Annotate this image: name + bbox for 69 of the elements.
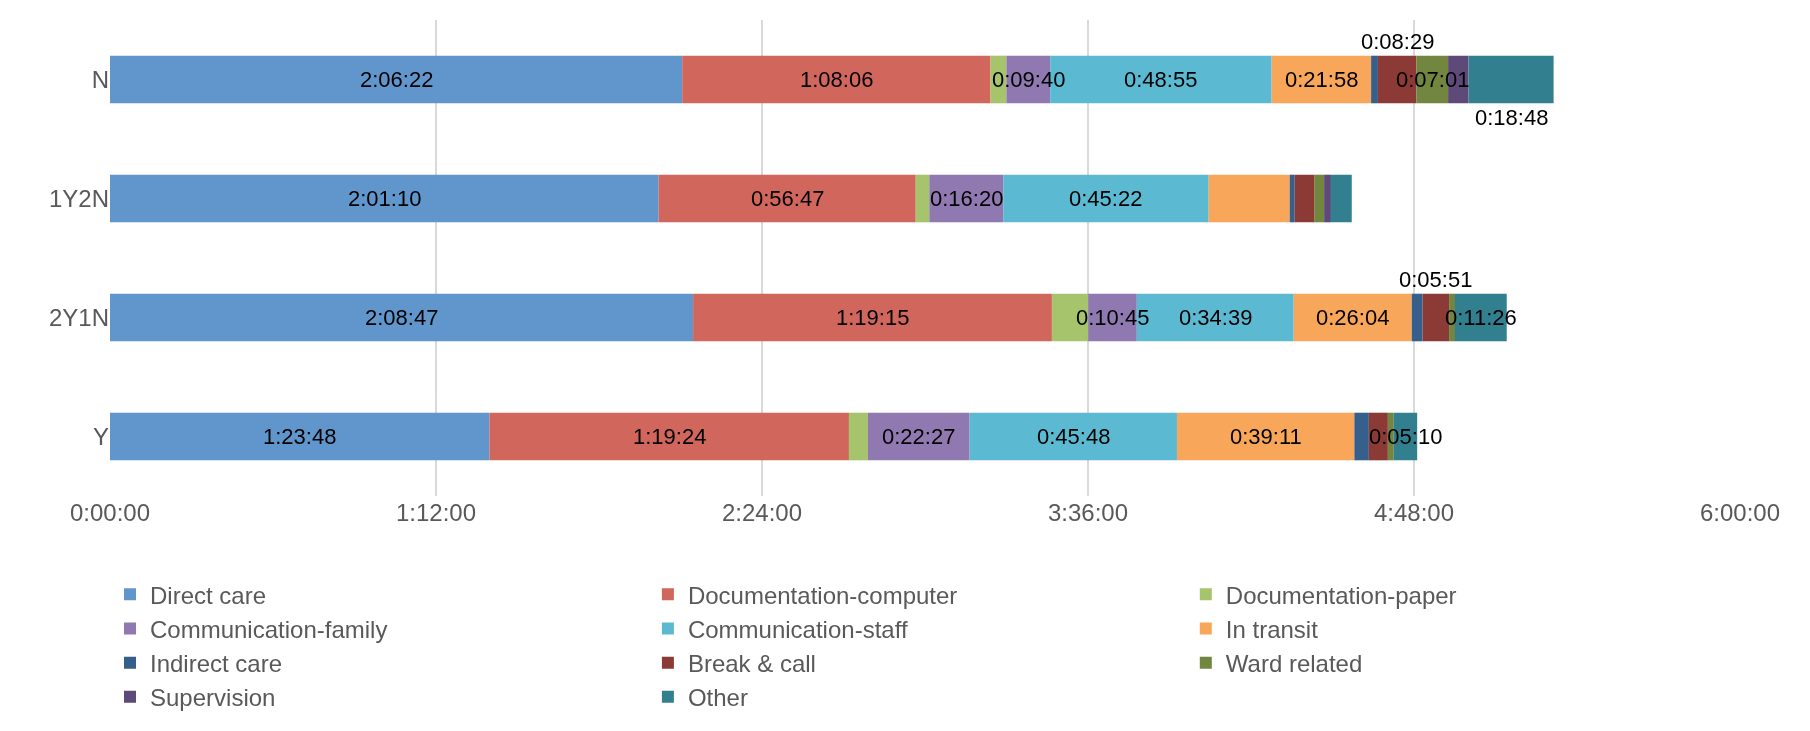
bar bbox=[110, 293, 694, 342]
bar bbox=[110, 55, 683, 104]
data-label: 2:01:10 bbox=[348, 186, 422, 211]
legend-label: Ward related bbox=[1225, 650, 1363, 678]
bar bbox=[1411, 293, 1423, 342]
data-label: 0:18:48 bbox=[1475, 105, 1549, 130]
legend-label: Communication-family bbox=[150, 615, 388, 643]
bar bbox=[489, 412, 849, 461]
x-tick-label: 4:48:00 bbox=[1373, 499, 1455, 526]
data-label: 1:08:06 bbox=[800, 67, 874, 92]
bar bbox=[1289, 174, 1295, 223]
data-label: 1:19:24 bbox=[633, 424, 707, 449]
y-tick-label: N bbox=[91, 65, 109, 93]
y-tick-label: 2Y1N bbox=[48, 303, 109, 331]
data-label: 0:21:58 bbox=[1285, 67, 1359, 92]
bar bbox=[969, 412, 1177, 461]
data-label: 0:56:47 bbox=[751, 186, 825, 211]
data-label: 0:09:40 bbox=[992, 67, 1066, 92]
legend-label: Supervision bbox=[150, 684, 276, 712]
data-label: 0:10:45 bbox=[1076, 305, 1150, 330]
data-label: 1:23:48 bbox=[263, 424, 337, 449]
x-tick-label: 3:36:00 bbox=[1047, 499, 1129, 526]
data-label: 0:26:04 bbox=[1316, 305, 1390, 330]
data-label: 0:34:39 bbox=[1179, 305, 1253, 330]
data-label: 2:06:22 bbox=[360, 67, 434, 92]
bar bbox=[1003, 174, 1209, 223]
x-tick-label: 2:24:00 bbox=[721, 499, 803, 526]
x-tick-label: 1:12:00 bbox=[395, 499, 477, 526]
legend-label: In transit bbox=[1225, 615, 1319, 643]
legend-label: Other bbox=[687, 684, 748, 712]
legend-label: Communication-staff bbox=[687, 615, 908, 643]
legend-label: Direct care bbox=[150, 581, 267, 609]
bar bbox=[1324, 174, 1331, 223]
data-label: 0:45:22 bbox=[1069, 186, 1143, 211]
bar bbox=[1294, 174, 1315, 223]
data-label: 0:22:27 bbox=[882, 424, 956, 449]
data-label: 0:08:29 bbox=[1361, 29, 1435, 54]
bar bbox=[1176, 412, 1355, 461]
bar bbox=[1468, 55, 1554, 104]
legend-label: Indirect care bbox=[150, 650, 283, 678]
bar bbox=[693, 293, 1052, 342]
bar bbox=[1354, 412, 1369, 461]
bar bbox=[848, 412, 868, 461]
data-label: 2:08:47 bbox=[365, 305, 439, 330]
data-label: 0:05:10 bbox=[1369, 424, 1443, 449]
bar bbox=[1314, 174, 1325, 223]
bar bbox=[867, 412, 970, 461]
data-label: 0:16:20 bbox=[930, 186, 1004, 211]
bar bbox=[682, 55, 991, 104]
data-label: 0:05:51 bbox=[1399, 267, 1473, 292]
data-label: 0:39:11 bbox=[1230, 424, 1302, 449]
bar bbox=[1371, 55, 1378, 104]
y-tick-label: Y bbox=[92, 422, 109, 450]
bar bbox=[1208, 174, 1290, 223]
bar bbox=[915, 174, 930, 223]
bar bbox=[110, 174, 659, 223]
legend-label: Break & call bbox=[687, 650, 816, 678]
data-label: 0:45:48 bbox=[1037, 424, 1111, 449]
legend-label: Documentation-computer bbox=[687, 581, 958, 609]
bar bbox=[1293, 293, 1412, 342]
data-label: 1:19:15 bbox=[836, 305, 910, 330]
data-label: 0:48:55 bbox=[1124, 67, 1198, 92]
x-tick-label: 0:00:00 bbox=[69, 499, 151, 526]
bar bbox=[1330, 174, 1352, 223]
legend-label: Documentation-paper bbox=[1225, 581, 1457, 609]
bar bbox=[658, 174, 916, 223]
y-tick-label: 1Y2N bbox=[48, 184, 109, 212]
bar bbox=[110, 412, 490, 461]
x-tick-label: 6:00:00 bbox=[1699, 499, 1781, 526]
